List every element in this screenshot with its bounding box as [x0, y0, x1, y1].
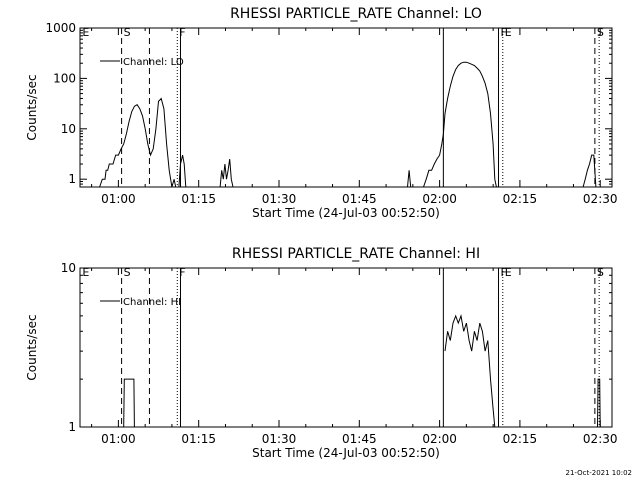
lo-ylabel: Counts/sec: [25, 74, 39, 140]
hi-series-0-segment-1: [444, 314, 496, 427]
lo-marker-label-6: F: [501, 26, 507, 39]
hi-marker-label-0: E: [82, 266, 89, 279]
hi-ylabel: Counts/sec: [25, 314, 39, 380]
lo-ytick-label-2: 100: [53, 71, 76, 85]
lo-series-0-segment-3: [407, 170, 412, 187]
hi-marker-label-6: F: [501, 266, 507, 279]
hi-marker-label-7: E: [505, 266, 512, 279]
hi-xtick-label-5: 02:15: [503, 432, 538, 446]
timestamp: 21-Oct-2021 10:02: [566, 469, 632, 477]
panel-lo: RHESSI PARTICLE_RATE Channel: LOESFFES01…: [25, 6, 618, 220]
lo-marker-label-3: F: [179, 26, 185, 39]
lo-marker-label-7: E: [505, 26, 512, 39]
hi-axes-frame: [79, 267, 613, 428]
lo-legend-label: Channel: LO: [123, 57, 184, 68]
lo-title: RHESSI PARTICLE_RATE Channel: LO: [230, 6, 482, 22]
lo-ytick-label-3: 1000: [45, 21, 76, 35]
hi-legend-label: Channel: HI: [123, 297, 181, 308]
lo-xtick-label-4: 02:00: [422, 192, 457, 206]
lo-xtick-label-5: 02:15: [503, 192, 538, 206]
lo-xtick-label-0: 01:00: [101, 192, 136, 206]
hi-ytick-label-0: 1: [68, 420, 76, 434]
lo-marker-label-1: S: [124, 26, 131, 39]
hi-xtick-label-0: 01:00: [101, 432, 136, 446]
hi-xtick-label-1: 01:15: [181, 432, 216, 446]
lo-xtick-label-2: 01:30: [262, 192, 297, 206]
hi-title: RHESSI PARTICLE_RATE Channel: HI: [232, 246, 480, 262]
lo-xtick-label-1: 01:15: [181, 192, 216, 206]
lo-marker-label-0: E: [82, 26, 89, 39]
lo-xlabel: Start Time (24-Jul-03 00:52:50): [252, 206, 440, 220]
hi-marker-label-3: F: [179, 266, 185, 279]
lo-series-0-segment-4: [423, 61, 497, 187]
hi-xtick-label-3: 01:45: [342, 432, 377, 446]
lo-axes-frame: [79, 27, 613, 188]
hi-ytick-label-1: 10: [61, 261, 76, 275]
lo-series-0-segment-0: [99, 97, 177, 187]
hi-xtick-label-4: 02:00: [422, 432, 457, 446]
lo-ytick-label-0: 1: [68, 172, 76, 186]
hi-xlabel: Start Time (24-Jul-03 00:52:50): [252, 446, 440, 460]
hi-series-0-segment-0: [123, 378, 135, 427]
lo-series-0-segment-1: [178, 154, 187, 187]
lo-series-0-segment-2: [219, 159, 234, 187]
hi-xtick-label-6: 02:30: [583, 432, 618, 446]
lo-xtick-label-6: 02:30: [583, 192, 618, 206]
hi-series-0-segment-2: [597, 378, 601, 427]
panel-hi: RHESSI PARTICLE_RATE Channel: HIESFFES01…: [25, 246, 618, 460]
lo-ytick-label-1: 10: [61, 122, 76, 136]
lo-series-0-segment-5: [582, 154, 597, 187]
hi-marker-label-1: S: [124, 266, 131, 279]
lo-xtick-label-3: 01:45: [342, 192, 377, 206]
hi-xtick-label-2: 01:30: [262, 432, 297, 446]
